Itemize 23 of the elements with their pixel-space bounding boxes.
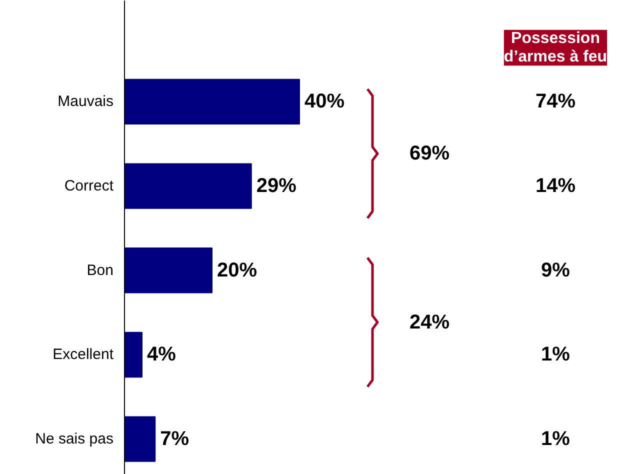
text: 74% (535, 90, 576, 113)
text: 1% (541, 428, 570, 450)
data-label: 4% (147, 344, 176, 366)
text: Possession d’armes à feu (504, 30, 608, 66)
data-label: 29% (256, 175, 297, 198)
bar (124, 78, 300, 125)
y-tick-label: Ne sais pas (35, 430, 114, 448)
bar (124, 163, 252, 209)
y-tick-label: Bon (86, 262, 114, 279)
data-label: 20% (217, 259, 258, 282)
y-tick-label: Excellent (52, 346, 114, 364)
text: 9% (541, 259, 570, 282)
text: 1% (541, 344, 570, 366)
y-tick-label: Correct (64, 178, 114, 195)
bar (124, 332, 142, 378)
data-label: 40% (304, 90, 345, 113)
y-tick-label: Mauvais (58, 93, 114, 110)
text: 24% (410, 311, 450, 334)
text: 69% (410, 142, 450, 165)
text: 14% (535, 175, 576, 198)
bar (124, 416, 156, 462)
bar (124, 248, 212, 294)
data-label: 7% (160, 428, 190, 450)
